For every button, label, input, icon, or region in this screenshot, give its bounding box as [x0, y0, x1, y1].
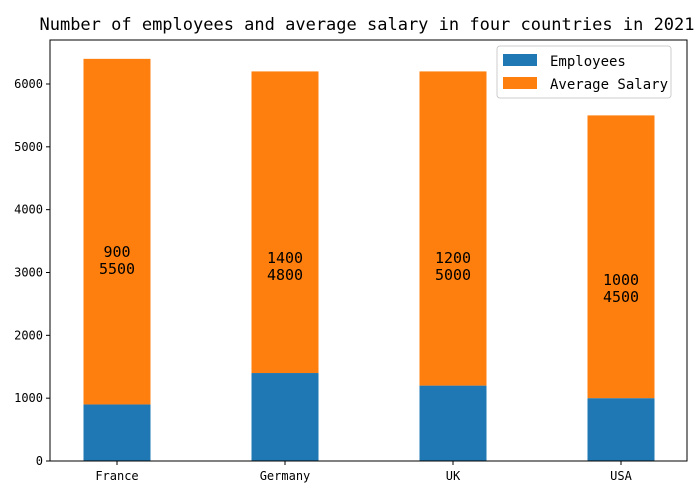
y-tick-label: 2000 — [14, 328, 43, 342]
x-tick-label: USA — [610, 469, 632, 483]
data-label-employees: 1400 — [267, 249, 303, 267]
x-tick-label: France — [95, 469, 138, 483]
y-tick-label: 0 — [36, 454, 43, 468]
bar-average-salary-germany — [251, 71, 319, 374]
x-tick-label: Germany — [260, 469, 311, 483]
legend-box — [496, 45, 672, 99]
bar-employees-france — [83, 404, 151, 461]
legend-swatch-employees — [503, 54, 537, 66]
plot-frame — [49, 39, 688, 462]
data-label-average-salary: 4800 — [267, 266, 303, 284]
y-tick-label: 6000 — [14, 77, 43, 91]
data-label-average-salary: 5500 — [99, 260, 135, 278]
legend-label-employees: Employees — [550, 54, 626, 70]
legend-label-average-salary: Average Salary — [550, 77, 668, 93]
bar-employees-usa — [587, 398, 655, 461]
data-label-employees: 900 — [103, 243, 130, 261]
bar-employees-germany — [251, 373, 319, 461]
data-label-average-salary: 4500 — [603, 288, 639, 306]
chart-title: Number of employees and average salary i… — [39, 15, 694, 35]
legend-swatch-average-salary — [503, 77, 537, 89]
y-tick-label: 4000 — [14, 203, 43, 217]
y-tick-label: 5000 — [14, 140, 43, 154]
bar-average-salary-france — [83, 58, 151, 405]
data-label-average-salary: 5000 — [435, 266, 471, 284]
data-label-employees: 1000 — [603, 271, 639, 289]
data-label-employees: 1200 — [435, 249, 471, 267]
bar-employees-uk — [419, 385, 487, 461]
x-tick-label: UK — [446, 469, 461, 483]
y-tick-label: 3000 — [14, 265, 43, 279]
legend: Employees Average Salary — [496, 45, 672, 99]
bar-average-salary-usa — [587, 115, 655, 399]
bar-average-salary-uk — [419, 71, 487, 386]
y-tick-label: 1000 — [14, 391, 43, 405]
